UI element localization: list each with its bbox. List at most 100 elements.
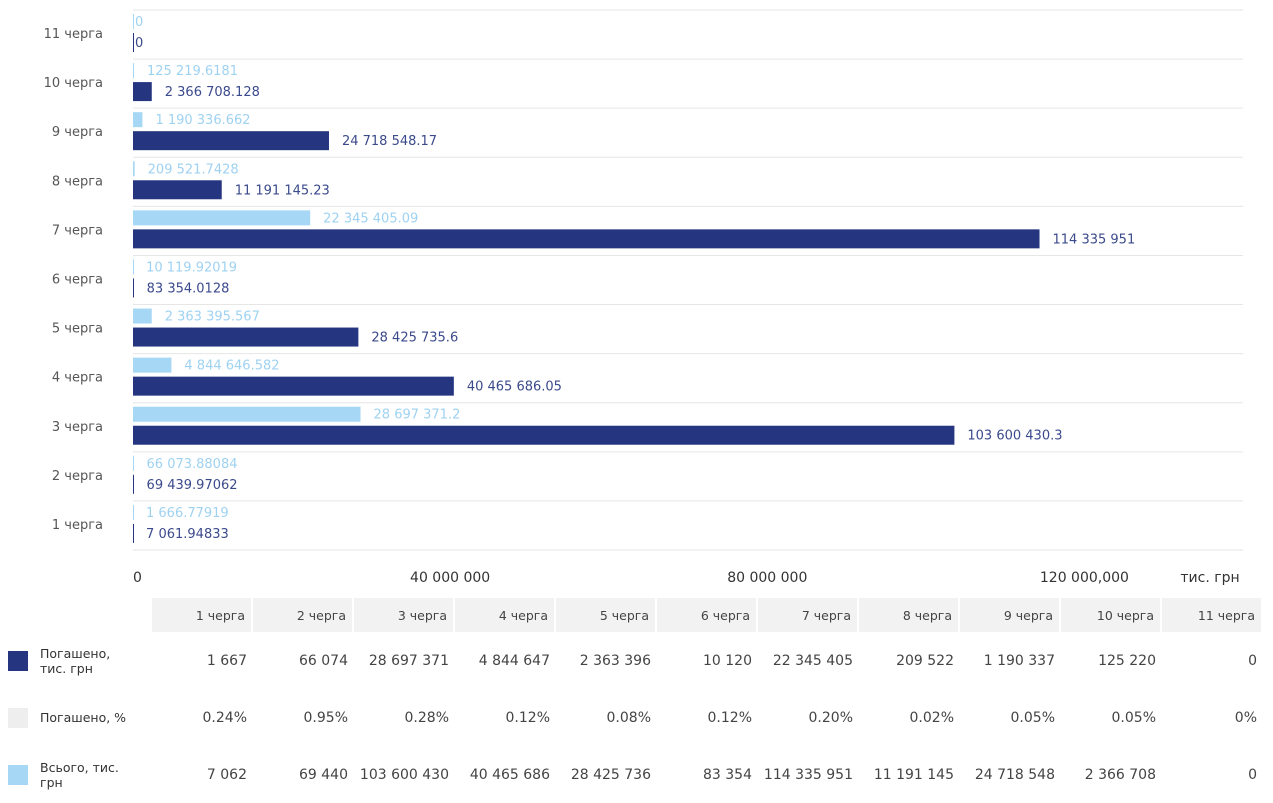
row-name: Всього, тис. грн (40, 759, 119, 790)
table-cell: 4 844 647 (478, 652, 550, 669)
column-header: 11 черга (1162, 598, 1261, 632)
bar (133, 210, 311, 226)
table-cell: 209 522 (896, 652, 954, 669)
table-cell: 0.95% (303, 709, 348, 726)
data-label: 83 354.0128 (147, 281, 230, 296)
table-cell: 22 345 405 (772, 652, 853, 669)
table-cell: 28 425 736 (570, 766, 651, 783)
table-cell: 40 465 686 (469, 766, 550, 783)
column-header: 5 черга (556, 598, 655, 632)
data-label: 66 073.88084 (147, 457, 238, 472)
y-tick-label: 10 черга (44, 76, 103, 91)
bar (133, 161, 135, 177)
table-row: Всього, тис. грн 7 062 69 440 103 600 430 40… (0, 746, 1273, 803)
table-cell: 28 697 371 (368, 652, 449, 669)
bar (133, 14, 134, 29)
legend-swatch (8, 707, 28, 728)
bar (133, 308, 152, 324)
row-header: Погашено, тис. грн (0, 646, 152, 676)
x-tick-label: 40 000 000 (410, 570, 490, 586)
bar (133, 327, 359, 347)
data-label: 10 119.92019 (146, 260, 237, 275)
table-cell: 1 190 337 (983, 652, 1055, 669)
data-label: 7 061.94833 (146, 527, 229, 542)
bar (133, 33, 134, 52)
data-label: 22 345 405.09 (323, 211, 418, 226)
data-label: 1 190 336.662 (155, 113, 250, 128)
table-cell: 0 (1248, 652, 1257, 669)
data-label: 114 335 951 (1053, 232, 1136, 247)
bar (133, 455, 134, 471)
y-tick-label: 4 черга (52, 371, 103, 386)
bar (133, 229, 1040, 249)
data-label: 11 191 145.23 (235, 183, 330, 198)
chart: тис. грн 0 40 000 000 80 000 000 120 000,00… (44, 9, 1243, 586)
table-cell: 0.28% (404, 709, 449, 726)
data-label: 28 697 371.2 (374, 408, 461, 423)
header-row: 1 черга 2 черга 3 черга 4 черга 5 черга 6 чер… (152, 598, 1273, 632)
table-cell: 11 191 145 (873, 766, 954, 783)
x-axis-label: тис. грн (1180, 570, 1239, 586)
column-header: 4 черга (455, 598, 554, 632)
table-cell: 83 354 (703, 766, 752, 783)
x-tick-label: 0 (133, 570, 142, 586)
table-cell: 0.05% (1111, 709, 1156, 726)
bar (133, 425, 955, 445)
bar (133, 112, 143, 128)
table-cell: 66 074 (299, 652, 348, 669)
y-tick-label: 1 черга (52, 518, 103, 533)
row-header: Погашено, % (0, 707, 152, 728)
bar (133, 180, 222, 200)
y-tick-label: 8 черга (52, 174, 103, 189)
bar (133, 63, 134, 79)
table-cell: 69 440 (299, 766, 348, 783)
page: {"chart_data": {"type": "barh", "categor… (8, 9, 1261, 790)
y-tick-label: 6 черга (52, 273, 103, 288)
bar (133, 357, 172, 373)
table-cell: 0.05% (1010, 709, 1055, 726)
table-cell: 7 062 (206, 766, 247, 783)
bar (133, 523, 134, 543)
data-label: 1 666.77919 (146, 506, 229, 521)
data-label: 2 363 395.567 (165, 310, 260, 325)
bar (133, 504, 134, 520)
data-label: 40 465 686.05 (467, 380, 562, 395)
y-tick-label: 2 черга (52, 469, 103, 484)
data-label: 24 718 548.17 (342, 134, 437, 149)
table-cell: 0.20% (808, 709, 853, 726)
table-cell: 0.12% (505, 709, 550, 726)
row-header: Всього, тис. грн (0, 760, 152, 790)
table-cell: 0% (1234, 709, 1257, 726)
table-cell: 114 335 951 (763, 766, 853, 783)
row-name: Погашено, % (40, 710, 127, 725)
y-tick-label: 9 черга (52, 125, 103, 140)
table-cell: 0 (1248, 766, 1257, 783)
data-label: 0 (135, 36, 143, 51)
column-header: 3 черга (354, 598, 453, 632)
data-label: 4 844 646.582 (184, 359, 279, 374)
column-header: 10 черга (1061, 598, 1160, 632)
data-label: 2 366 708.128 (165, 85, 260, 100)
table-cell: 125 220 (1098, 652, 1156, 669)
table-cell: 1 667 (206, 652, 247, 669)
data-label: 209 521.7428 (148, 162, 239, 177)
column-header: 6 черга (657, 598, 756, 632)
x-tick-label: 80 000 000 (727, 570, 807, 586)
legend-swatch (8, 764, 28, 785)
column-header: 7 черга (758, 598, 857, 632)
table-cell: 2 366 708 (1084, 766, 1156, 783)
table-cell: 0.08% (606, 709, 651, 726)
table-cell: 24 718 548 (974, 766, 1055, 783)
bar (133, 376, 454, 396)
table-cell: 103 600 430 (359, 766, 449, 783)
data-label: 103 600 430.3 (967, 429, 1062, 444)
y-tick-label: 3 черга (52, 420, 103, 435)
table-row: Погашено, тис. грн 1 667 66 074 28 697 371 4… (0, 632, 1273, 689)
data-label: 125 219.6181 (147, 64, 238, 79)
data-table: 1 черга 2 черга 3 черга 4 черга 5 черга 6 чер… (0, 598, 1273, 803)
y-tick-label: 11 черга (44, 27, 103, 42)
bar (133, 474, 134, 494)
row-name: Погашено, тис. грн (40, 645, 111, 676)
data-label: 0 (135, 15, 143, 30)
data-label: 69 439.97062 (147, 478, 238, 493)
